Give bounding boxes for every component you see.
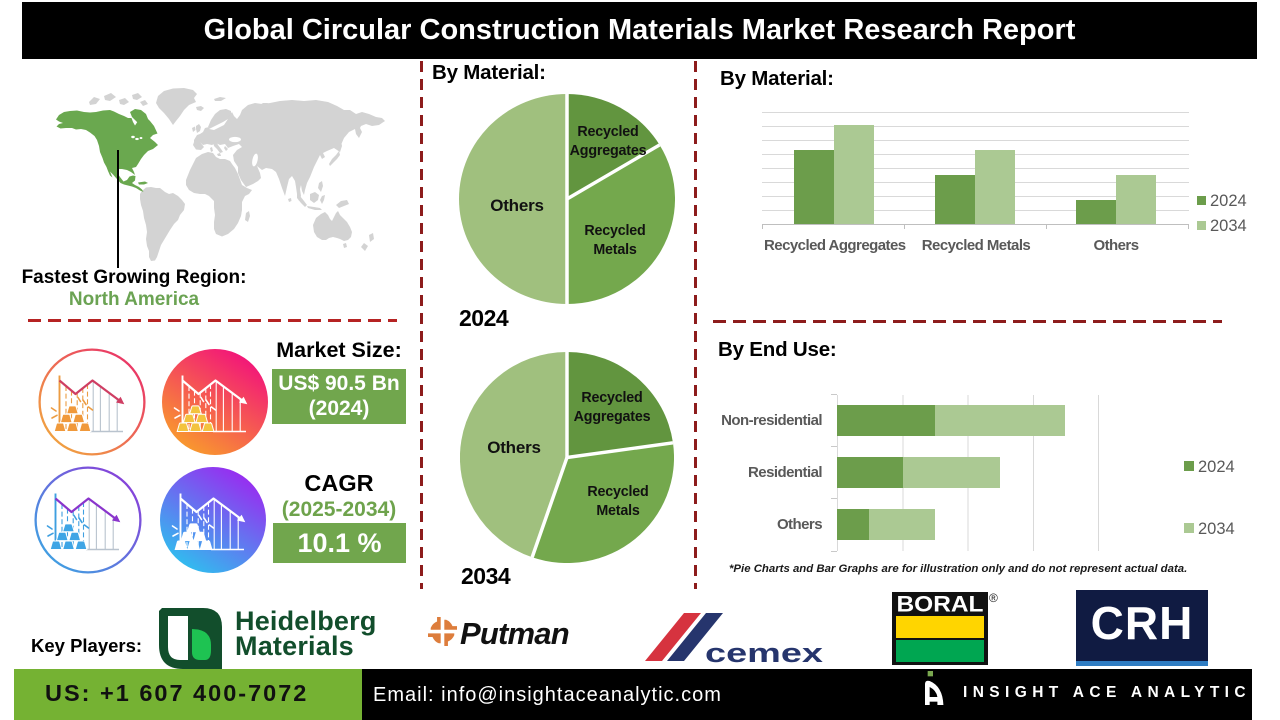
svg-text:cemex: cemex: [705, 638, 823, 663]
svg-text:BORAL: BORAL: [897, 592, 984, 616]
